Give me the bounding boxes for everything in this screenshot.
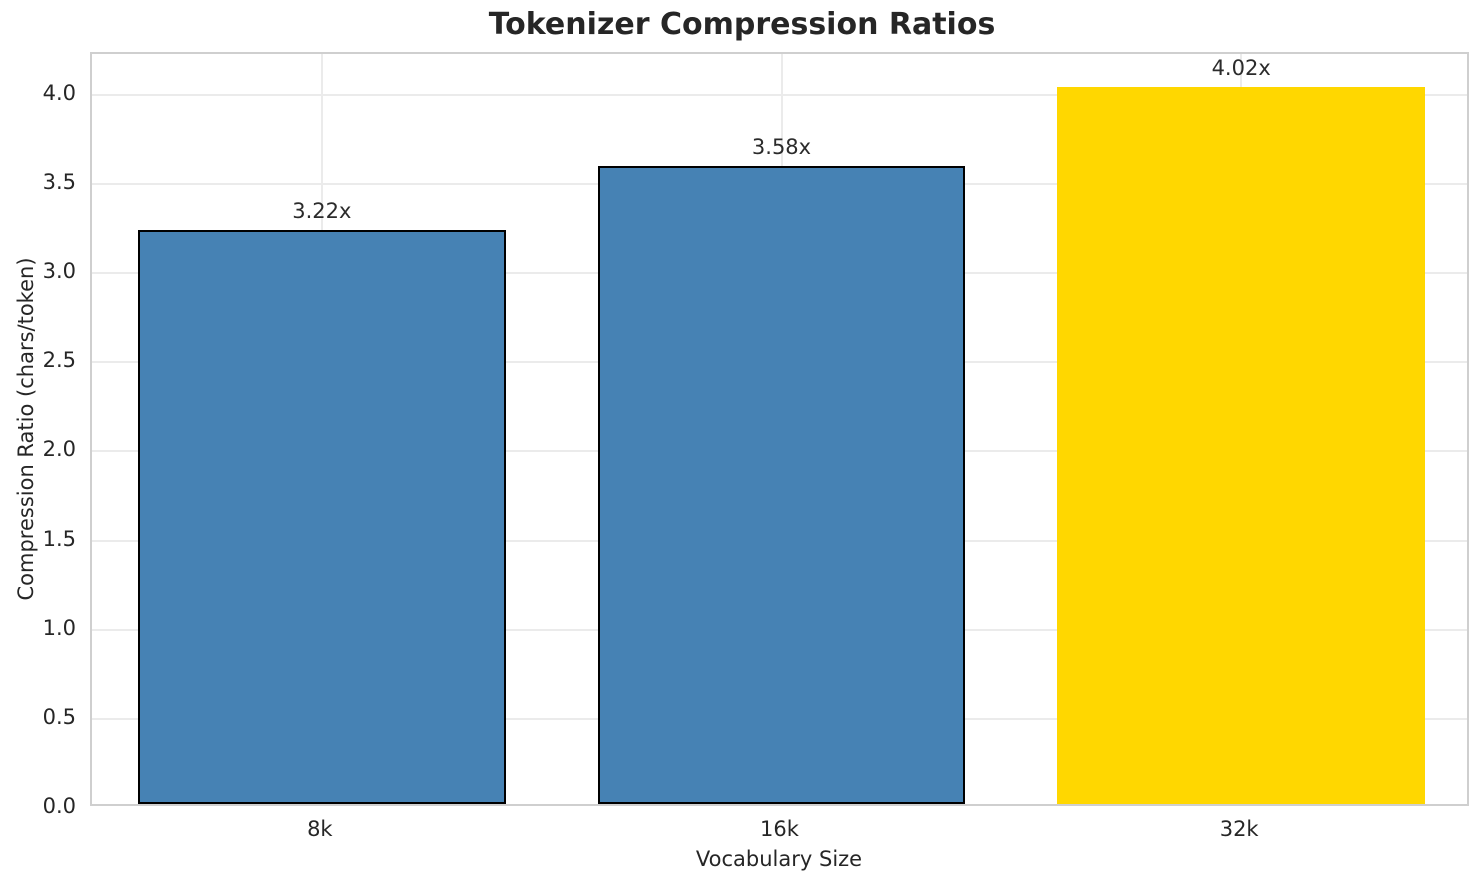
bar-8k xyxy=(137,230,506,804)
bar-16k xyxy=(597,165,966,804)
bar-32k xyxy=(1057,87,1426,804)
y-tick-label: 2.0 xyxy=(42,437,76,462)
x-tick-label: 32k xyxy=(1219,817,1259,841)
x-tick-label: 16k xyxy=(760,817,799,841)
y-tick-label: 1.0 xyxy=(42,615,76,640)
y-tick-label: 3.0 xyxy=(42,259,76,284)
y-tick-label: 0.0 xyxy=(42,794,76,818)
x-tick-label: 8k xyxy=(307,817,333,841)
bar-value-label: 3.22x xyxy=(292,199,352,224)
y-tick-label: 1.5 xyxy=(42,526,76,551)
y-tick-label: 2.5 xyxy=(42,348,76,373)
y-gridline xyxy=(92,93,1467,96)
bar-value-label: 4.02x xyxy=(1211,56,1271,81)
y-tick-label: 3.5 xyxy=(42,170,76,195)
x-axis-label: Vocabulary Size xyxy=(695,847,863,871)
plot-area: 3.22x 3.58x 4.02x xyxy=(90,52,1469,806)
bar-value-label: 3.58x xyxy=(751,134,812,159)
chart-title: Tokenizer Compression Ratios xyxy=(488,7,996,42)
y-tick-label: 0.5 xyxy=(42,704,76,729)
y-tick-label: 4.0 xyxy=(42,80,76,105)
